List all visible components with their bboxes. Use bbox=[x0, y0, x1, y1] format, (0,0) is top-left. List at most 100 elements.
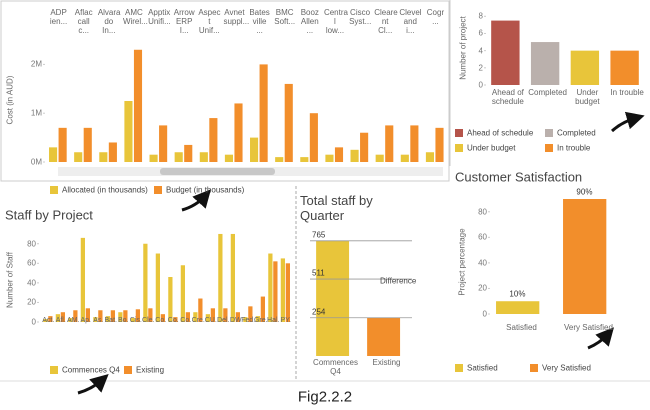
bar bbox=[160, 314, 165, 322]
x-tick-label: Del. bbox=[217, 317, 230, 324]
x-tick-label: Centra l low... bbox=[323, 8, 348, 36]
y-tick-label: 40 bbox=[478, 258, 487, 268]
arrow bbox=[587, 327, 614, 350]
legend-label: Under budget bbox=[467, 143, 516, 153]
bar bbox=[135, 309, 140, 322]
legend-swatch bbox=[530, 364, 538, 372]
x-tick-label: Cre. bbox=[191, 317, 205, 324]
bar bbox=[530, 42, 560, 85]
bar bbox=[230, 233, 235, 322]
y-axis-label: Number of Staff bbox=[5, 252, 15, 308]
y-tick-label: 60 bbox=[27, 258, 36, 268]
bar bbox=[130, 318, 135, 322]
y-tick-label: 0 bbox=[31, 317, 36, 327]
x-tick-label: Avnet suppl... bbox=[223, 8, 250, 27]
bar bbox=[210, 308, 215, 322]
bar bbox=[218, 233, 223, 322]
bar bbox=[375, 154, 384, 162]
bar bbox=[250, 137, 259, 162]
y-tick-label: 8 bbox=[478, 11, 483, 21]
bar bbox=[185, 312, 190, 322]
panel-border bbox=[0, 0, 450, 182]
bar bbox=[235, 312, 240, 322]
bar bbox=[85, 308, 90, 322]
x-tick-label: Very Satisfied bbox=[564, 323, 613, 332]
legend-label: Ahead of schedule bbox=[467, 128, 534, 138]
x-tick-label: Satisfied bbox=[506, 323, 537, 332]
legend-label: Commences Q4 bbox=[62, 365, 120, 375]
x-tick-label: Fed. bbox=[241, 317, 256, 324]
bar bbox=[410, 125, 419, 162]
legend-label: In trouble bbox=[557, 143, 591, 153]
x-tick-label: Gre. bbox=[253, 317, 268, 324]
legend-label: Budget (in thousands) bbox=[166, 185, 245, 195]
bar bbox=[133, 49, 143, 163]
x-tick-label: Hal. bbox=[267, 317, 280, 324]
annotation: Difference bbox=[380, 276, 417, 286]
x-tick-label: Aflac call c... bbox=[74, 8, 93, 36]
x-tick-label: Booz Allen ... bbox=[300, 8, 319, 36]
value-label: 10% bbox=[509, 289, 526, 299]
bar bbox=[148, 308, 153, 322]
y-tick-label: 2 bbox=[478, 63, 483, 73]
bar bbox=[209, 118, 218, 162]
bar bbox=[43, 319, 48, 322]
bar bbox=[400, 154, 409, 162]
bar bbox=[123, 310, 128, 322]
legend-swatch bbox=[50, 366, 58, 374]
x-tick-label: CU. bbox=[204, 317, 217, 324]
y-tick-label: 20 bbox=[27, 297, 36, 307]
bar bbox=[284, 83, 293, 162]
bar bbox=[98, 310, 103, 322]
x-tick-label: AMC Wirel... bbox=[122, 8, 148, 27]
bar bbox=[199, 152, 208, 162]
figure-caption: Fig2.2.2 bbox=[297, 388, 353, 406]
bar bbox=[184, 144, 193, 162]
y-tick-label: 80 bbox=[27, 239, 36, 249]
legend-swatch bbox=[455, 364, 463, 372]
arrow bbox=[610, 111, 645, 133]
bar bbox=[48, 316, 53, 322]
chart-title: Staff by Project bbox=[5, 207, 93, 223]
y-axis-label: Project percentage bbox=[457, 228, 467, 296]
y-axis-label: Cost (in AUD) bbox=[5, 75, 15, 125]
bar bbox=[491, 20, 520, 86]
bar bbox=[275, 157, 284, 162]
y-tick-label: 2M bbox=[30, 59, 42, 69]
bar bbox=[350, 149, 359, 162]
x-tick-label: Aspec t Unif... bbox=[198, 8, 221, 36]
x-tick-label: Arrow ERP I... bbox=[173, 8, 195, 36]
bar bbox=[570, 50, 600, 85]
bar bbox=[80, 237, 85, 322]
x-tick-label: BMC Soft... bbox=[274, 8, 296, 27]
legend-swatch bbox=[455, 144, 463, 152]
x-tick-label: Completed bbox=[528, 88, 567, 97]
x-tick-label: Alvara do In... bbox=[97, 8, 121, 36]
bar bbox=[224, 154, 234, 162]
y-tick-label: 0M bbox=[30, 157, 42, 167]
y-tick-label: 20 bbox=[478, 283, 487, 293]
y-tick-label: 0 bbox=[482, 309, 487, 319]
bar bbox=[367, 317, 401, 356]
x-tick-label: Cisco Syst... bbox=[349, 8, 372, 27]
bar bbox=[243, 317, 248, 322]
bar bbox=[83, 127, 92, 162]
bar bbox=[325, 154, 334, 162]
bar bbox=[425, 152, 435, 162]
x-tick-label: Cleare nt Cl... bbox=[374, 8, 398, 36]
x-tick-label: Ap. bbox=[80, 317, 91, 324]
y-axis-label: Number of project bbox=[458, 16, 468, 80]
bar bbox=[108, 142, 117, 162]
y-tick-label: 6 bbox=[478, 28, 483, 38]
chart-title: Total staff by Quarter bbox=[300, 193, 373, 223]
bar bbox=[149, 154, 158, 162]
bar bbox=[385, 125, 394, 162]
x-tick-label: DW bbox=[229, 317, 242, 324]
value-label: 90% bbox=[576, 187, 593, 197]
x-tick-label: AM. bbox=[67, 317, 80, 324]
scroll-thumb[interactable] bbox=[160, 168, 275, 175]
bar bbox=[58, 127, 67, 162]
bar bbox=[155, 253, 160, 322]
legend-label: Very Satisfied bbox=[542, 363, 591, 373]
arrow bbox=[77, 373, 109, 395]
